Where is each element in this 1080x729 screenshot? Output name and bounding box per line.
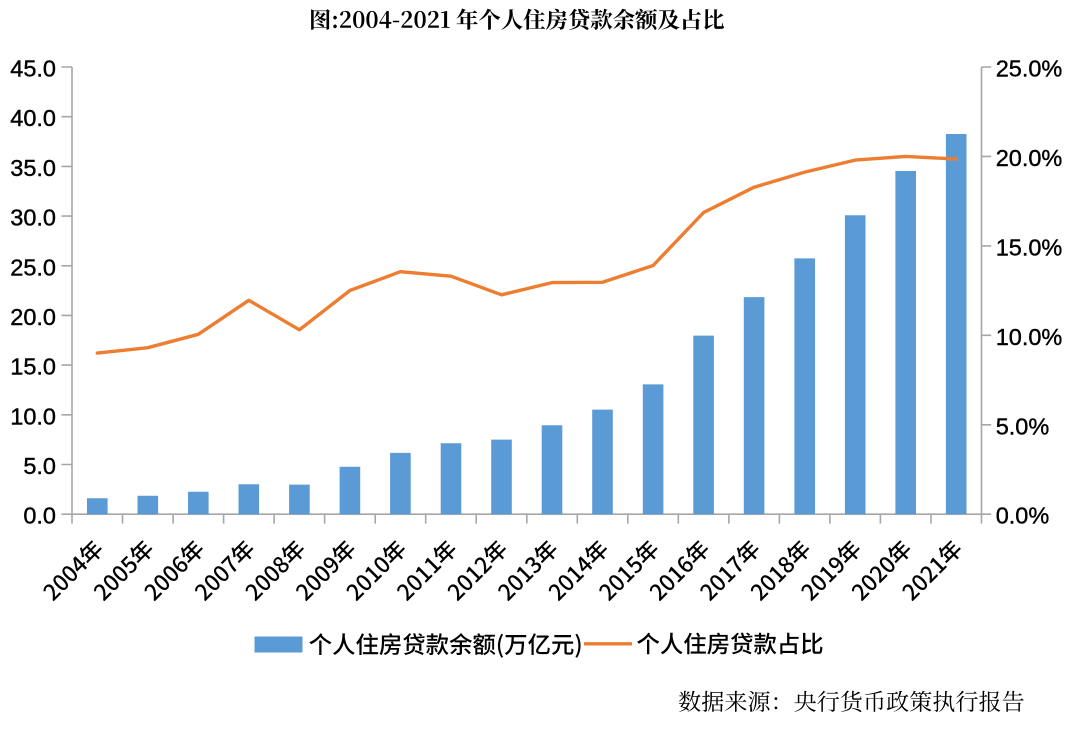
svg-text:40.0: 40.0 [10, 105, 56, 131]
svg-text:15.0: 15.0 [10, 354, 56, 380]
svg-text:0.0%: 0.0% [996, 503, 1050, 529]
svg-text:25.0: 25.0 [10, 254, 56, 280]
svg-text:5.0%: 5.0% [996, 413, 1050, 439]
svg-text:5.0: 5.0 [23, 453, 56, 479]
svg-text:10.0: 10.0 [10, 403, 56, 429]
svg-text:25.0%: 25.0% [996, 56, 1063, 82]
svg-text:45.0: 45.0 [10, 56, 56, 82]
svg-text:20.0: 20.0 [10, 304, 56, 330]
svg-text:15.0%: 15.0% [996, 234, 1063, 260]
svg-text:10.0%: 10.0% [996, 324, 1063, 350]
svg-text:30.0: 30.0 [10, 205, 56, 231]
svg-text:0.0: 0.0 [23, 503, 56, 529]
svg-text:35.0: 35.0 [10, 155, 56, 181]
svg-text:20.0%: 20.0% [996, 145, 1063, 171]
